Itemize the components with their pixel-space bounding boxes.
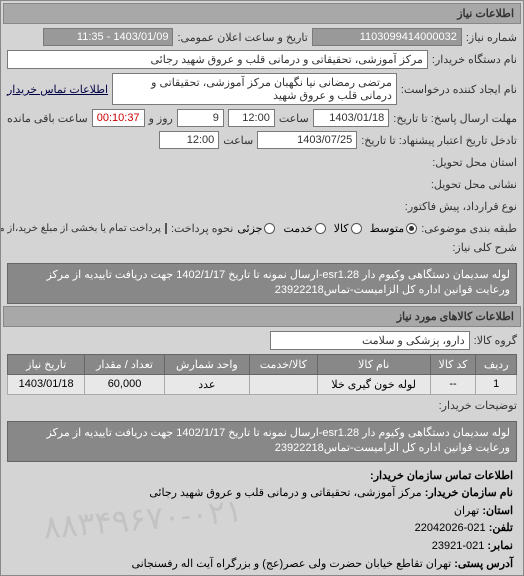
category-radios: متوسط کالا خدمت جزئی	[237, 222, 417, 235]
province-label: استان:	[482, 505, 513, 517]
pay-checkbox[interactable]	[165, 223, 167, 234]
table-header: تاریخ نیاز	[8, 354, 85, 374]
province-value: تهران	[454, 505, 479, 517]
table-header: ردیف	[476, 354, 517, 374]
deadline-to-time-label: ساعت	[279, 112, 309, 125]
table-cell: 1403/01/18	[8, 374, 85, 394]
notes-box: لوله سدیمان دستگاهی وکیوم دار esr1.28-ار…	[7, 421, 517, 462]
contact-header: اطلاعات تماس سازمان خریدار:	[11, 468, 513, 486]
contact-section: ٠٢١-٨٨٣۴٩۶٧٠ اطلاعات تماس سازمان خریدار:…	[3, 464, 521, 576]
category-label: طبقه بندی موضوعی:	[421, 222, 517, 235]
datetime-label: تاریخ و ساعت اعلان عمومی:	[177, 31, 307, 44]
delivery-detail-label: نشانی محل تحویل:	[431, 178, 517, 191]
deadline-days: 9	[177, 109, 224, 127]
delivery-label: استان محل تحویل:	[432, 156, 517, 169]
pay-label: نحوه پرداخت:	[171, 222, 233, 235]
deadline-remain-label: ساعت باقی مانده	[7, 112, 88, 125]
goods-table: ردیفکد کالانام کالاکالا/خدمتواحد شمارشتع…	[7, 354, 517, 395]
deadline-to-label: مهلت ارسال پاسخ: تا تاریخ:	[393, 112, 517, 125]
table-cell: 1	[476, 374, 517, 394]
table-header: تعداد / مقدار	[85, 354, 164, 374]
summary-box: لوله سدیمان دستگاهی وکیوم دار esr1.28-ار…	[7, 263, 517, 304]
table-header: کد کالا	[430, 354, 476, 374]
deadline-countdown: 00:10:37	[92, 109, 145, 127]
table-cell	[249, 374, 317, 394]
addr-value: تهران تقاطع خیابان حضرت ولی عصر(عج) و بز…	[131, 558, 451, 570]
phone-value: 021-22042026	[415, 522, 486, 534]
group-field: دارو، پزشکی و سلامت	[270, 331, 470, 350]
notes-label: توضیحات خریدار:	[439, 399, 517, 412]
number-field: 1103099414000032	[312, 28, 462, 46]
deadline-days-label: روز و	[149, 112, 173, 125]
addr-label: آدرس پستی:	[454, 558, 513, 570]
radio-trans[interactable]: کالا	[334, 222, 362, 235]
table-cell: --	[430, 374, 476, 394]
buyer-field: مرکز آموزشی، تحقیقاتی و درمانی قلب و عرو…	[7, 50, 428, 69]
deadline-from-date: 1403/07/25	[257, 131, 357, 149]
deadline-from-time-label: ساعت	[223, 134, 253, 147]
phone-label: تلفن:	[489, 522, 513, 534]
pay-note: پرداخت تمام یا بخشی از مبلغ خرید،از محل …	[0, 223, 161, 234]
org-label: نام سازمان خریدار:	[425, 487, 513, 499]
deadline-to-date: 1403/01/18	[313, 109, 390, 127]
deadline-to-time: 12:00	[228, 109, 275, 127]
section-header-info: اطلاعات نیاز	[3, 3, 521, 24]
deadline-from-label: تادخل تاریخ اعتبار پیشنهاد: تا تاریخ:	[361, 134, 517, 147]
number-label: شماره نیاز:	[466, 31, 517, 44]
ref-label: نوع قرارداد، پیش فاکتور:	[405, 200, 517, 213]
table-cell: عدد	[164, 374, 249, 394]
group-label: گروه کالا:	[474, 334, 517, 347]
table-cell: لوله خون گیری خلا	[317, 374, 430, 394]
radio-service[interactable]: خدمت	[283, 222, 325, 235]
requester-label: نام ایجاد کننده درخواست:	[401, 83, 517, 96]
fax-value: 021-23921	[432, 540, 485, 552]
fax-label: نمابر:	[487, 540, 513, 552]
deadline-from-time: 12:00	[159, 131, 219, 149]
table-header: کالا/خدمت	[249, 354, 317, 374]
radio-main[interactable]: متوسط	[370, 222, 418, 235]
table-header: واحد شمارش	[164, 354, 249, 374]
contact-link[interactable]: اطلاعات تماس خریدار	[7, 83, 108, 96]
datetime-field: 1403/01/09 - 11:35	[43, 28, 173, 46]
requester-field: مرتضی رمضانی نیا نگهبان مرکز آموزشی، تحق…	[112, 73, 397, 105]
table-header: نام کالا	[317, 354, 430, 374]
radio-partial[interactable]: جزئی	[237, 222, 275, 235]
buyer-label: نام دستگاه خریدار:	[432, 53, 517, 66]
summary-label: شرح کلی نیاز:	[452, 241, 517, 254]
table-cell: 60,000	[85, 374, 164, 394]
section-header-goods: اطلاعات کالاهای مورد نیاز	[3, 306, 521, 327]
org-value: مرکز آموزشی، تحقیقاتی و درمانی قلب و عرو…	[149, 487, 421, 499]
table-row: 1--لوله خون گیری خلا عدد60,0001403/01/18	[8, 374, 517, 394]
